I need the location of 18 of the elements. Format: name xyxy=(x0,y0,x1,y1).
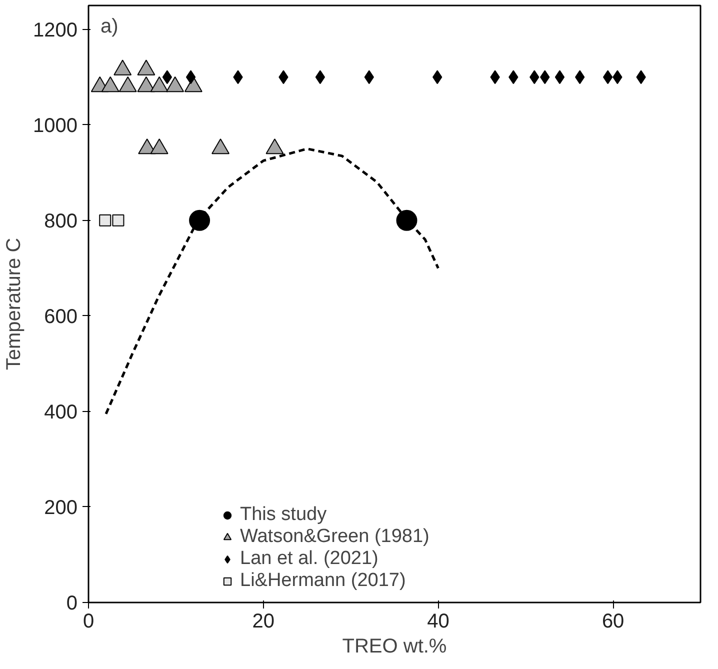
x-tick-label: 0 xyxy=(82,610,94,632)
y-tick-label: 800 xyxy=(44,210,78,232)
y-axis-title: Temperature C xyxy=(3,238,26,370)
y-tick-label: 1200 xyxy=(33,19,78,42)
legend-label: Li&Hermann (2017) xyxy=(240,570,406,592)
y-tick-label: 1000 xyxy=(33,114,78,137)
x-tick-label: 60 xyxy=(602,610,624,632)
annotation: a) xyxy=(100,16,118,38)
legend-label: This study xyxy=(240,504,327,526)
x-axis-title: TREO wt.% xyxy=(342,636,447,658)
y-tick-label: 600 xyxy=(44,306,78,328)
y-tick-label: 0 xyxy=(66,592,78,614)
legend-label: Watson&Green (1981) xyxy=(240,526,430,548)
y-tick-label: 400 xyxy=(44,401,78,424)
x-tick-label: 20 xyxy=(252,610,274,632)
x-tick-label: 40 xyxy=(427,610,450,632)
y-tick-label: 200 xyxy=(44,496,78,519)
legend-label: Lan et al. (2021) xyxy=(240,548,378,570)
